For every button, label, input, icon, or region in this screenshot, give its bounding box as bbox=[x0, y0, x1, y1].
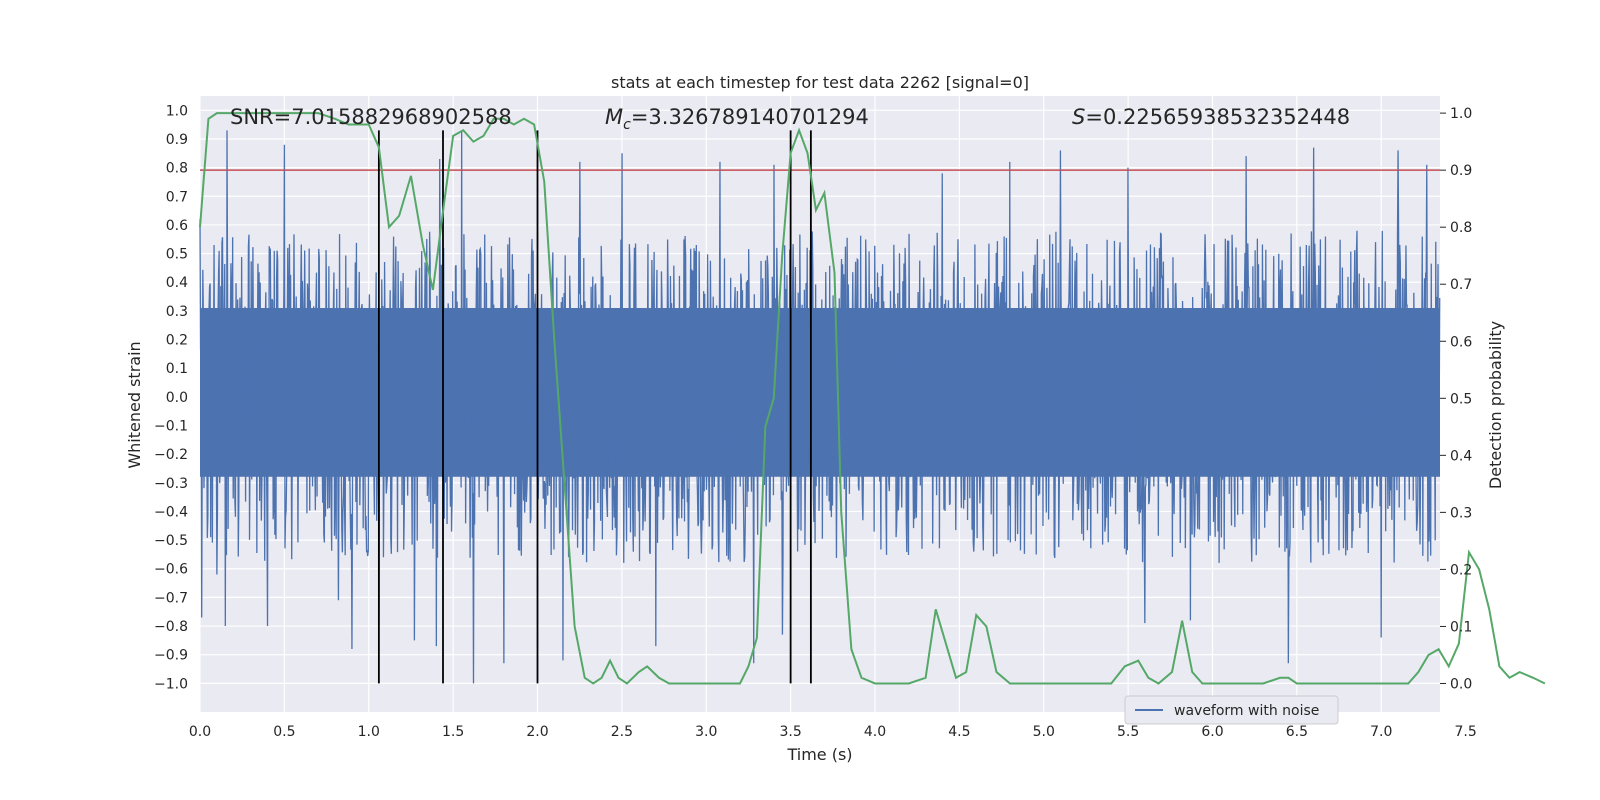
y-left-tick-label: −1.0 bbox=[154, 676, 188, 692]
y-left-tick-label: −0.6 bbox=[154, 562, 188, 578]
x-tick-label: 1.5 bbox=[442, 724, 464, 740]
y-right-tick-label: 0.5 bbox=[1450, 391, 1472, 407]
y-left-axis-ticks: 1.0 0.9 0.8 0.7 0.6 0.5 0.4 0.3 0.2 0.1 0.0 −0.1 −0.… bbox=[154, 103, 188, 692]
y-right-axis-label: Detection probability bbox=[1486, 321, 1505, 489]
y-left-tick-label: −0.3 bbox=[154, 476, 188, 492]
chirp-mass-value: =3.326789140701294 bbox=[631, 105, 869, 129]
y-right-tick-label: 0.3 bbox=[1450, 505, 1472, 521]
probability-line bbox=[199, 112, 1546, 685]
y-right-tick-label: 0.2 bbox=[1450, 562, 1472, 578]
y-left-tick-label: 1.0 bbox=[166, 103, 188, 119]
y-left-tick-label: 0.9 bbox=[166, 132, 188, 148]
y-left-tick-label: 0.7 bbox=[166, 189, 188, 205]
x-tick-label: 2.5 bbox=[611, 724, 633, 740]
vertical-markers bbox=[377, 130, 812, 684]
y-left-tick-label: 0.3 bbox=[166, 304, 188, 320]
y-right-tick-label: 0.4 bbox=[1450, 448, 1472, 464]
x-tick-label: 7.0 bbox=[1370, 724, 1392, 740]
s-symbol: S bbox=[1072, 105, 1085, 129]
x-tick-label: 5.0 bbox=[1033, 724, 1055, 740]
y-right-tick-label: 0.6 bbox=[1450, 334, 1472, 350]
y-left-tick-label: 0.2 bbox=[166, 333, 188, 349]
x-axis-ticks: 0.0 0.5 1.0 1.5 2.0 2.5 3.0 3.5 4.0 4.5 5.0 5.5 6.0 6… bbox=[189, 724, 1477, 740]
y-left-tick-label: 0.4 bbox=[166, 275, 188, 291]
x-tick-label: 0.0 bbox=[189, 724, 211, 740]
x-tick-label: 7.5 bbox=[1454, 724, 1476, 740]
y-left-tick-label: −0.2 bbox=[154, 447, 188, 463]
x-tick-label: 3.5 bbox=[779, 724, 801, 740]
x-tick-label: 2.0 bbox=[526, 724, 548, 740]
chirp-mass-annotation: Mc=3.326789140701294 bbox=[605, 105, 869, 133]
y-right-tick-label: 0.1 bbox=[1450, 619, 1472, 635]
x-axis-label: Time (s) bbox=[786, 745, 852, 764]
y-right-tick-label: 0.0 bbox=[1450, 676, 1472, 692]
y-left-tick-label: −0.5 bbox=[154, 533, 188, 549]
y-left-tick-label: 0.8 bbox=[166, 161, 188, 177]
y-left-axis-label: Whitened strain bbox=[125, 341, 144, 468]
y-right-axis-ticks: 1.0 0.9 0.8 0.7 0.6 0.5 0.4 0.3 0.2 0.1 0.0 bbox=[1440, 106, 1472, 692]
x-tick-label: 6.5 bbox=[1286, 724, 1308, 740]
y-left-tick-label: 0.6 bbox=[166, 218, 188, 234]
s-annotation: S=0.22565938532352448 bbox=[1072, 105, 1350, 129]
x-tick-label: 3.0 bbox=[695, 724, 717, 740]
y-left-tick-label: 0.5 bbox=[166, 247, 188, 263]
waveform-series bbox=[199, 130, 1441, 684]
legend-box bbox=[1124, 695, 1339, 725]
chirp-mass-symbol: M bbox=[605, 105, 623, 129]
x-tick-label: 5.5 bbox=[1117, 724, 1139, 740]
y-left-tick-label: 0.1 bbox=[166, 361, 188, 377]
y-right-tick-label: 0.7 bbox=[1450, 277, 1472, 293]
x-tick-label: 6.0 bbox=[1201, 724, 1223, 740]
x-tick-label: 4.5 bbox=[948, 724, 970, 740]
legend-label: waveform with noise bbox=[1174, 703, 1319, 719]
y-left-tick-label: −0.9 bbox=[154, 648, 188, 664]
y-right-tick-label: 0.8 bbox=[1450, 220, 1472, 236]
x-tick-label: 4.0 bbox=[864, 724, 886, 740]
waveform-line bbox=[199, 130, 1441, 684]
chirp-mass-subscript: c bbox=[623, 117, 631, 133]
y-left-tick-label: −0.8 bbox=[154, 619, 188, 635]
y-left-tick-label: −0.4 bbox=[154, 504, 188, 520]
x-tick-label: 0.5 bbox=[273, 724, 295, 740]
y-left-tick-label: −0.1 bbox=[154, 418, 188, 434]
y-right-tick-label: 1.0 bbox=[1450, 106, 1472, 122]
snr-annotation: SNR=7.015882968902588 bbox=[230, 105, 512, 129]
x-tick-label: 1.0 bbox=[358, 724, 380, 740]
s-value: =0.22565938532352448 bbox=[1085, 105, 1350, 129]
legend: waveform with noise bbox=[1124, 695, 1339, 725]
y-right-tick-label: 0.9 bbox=[1450, 163, 1472, 179]
chart-title: stats at each timestep for test data 226… bbox=[611, 73, 1029, 92]
y-left-tick-label: −0.7 bbox=[154, 590, 188, 606]
y-left-tick-label: 0.0 bbox=[166, 390, 188, 406]
